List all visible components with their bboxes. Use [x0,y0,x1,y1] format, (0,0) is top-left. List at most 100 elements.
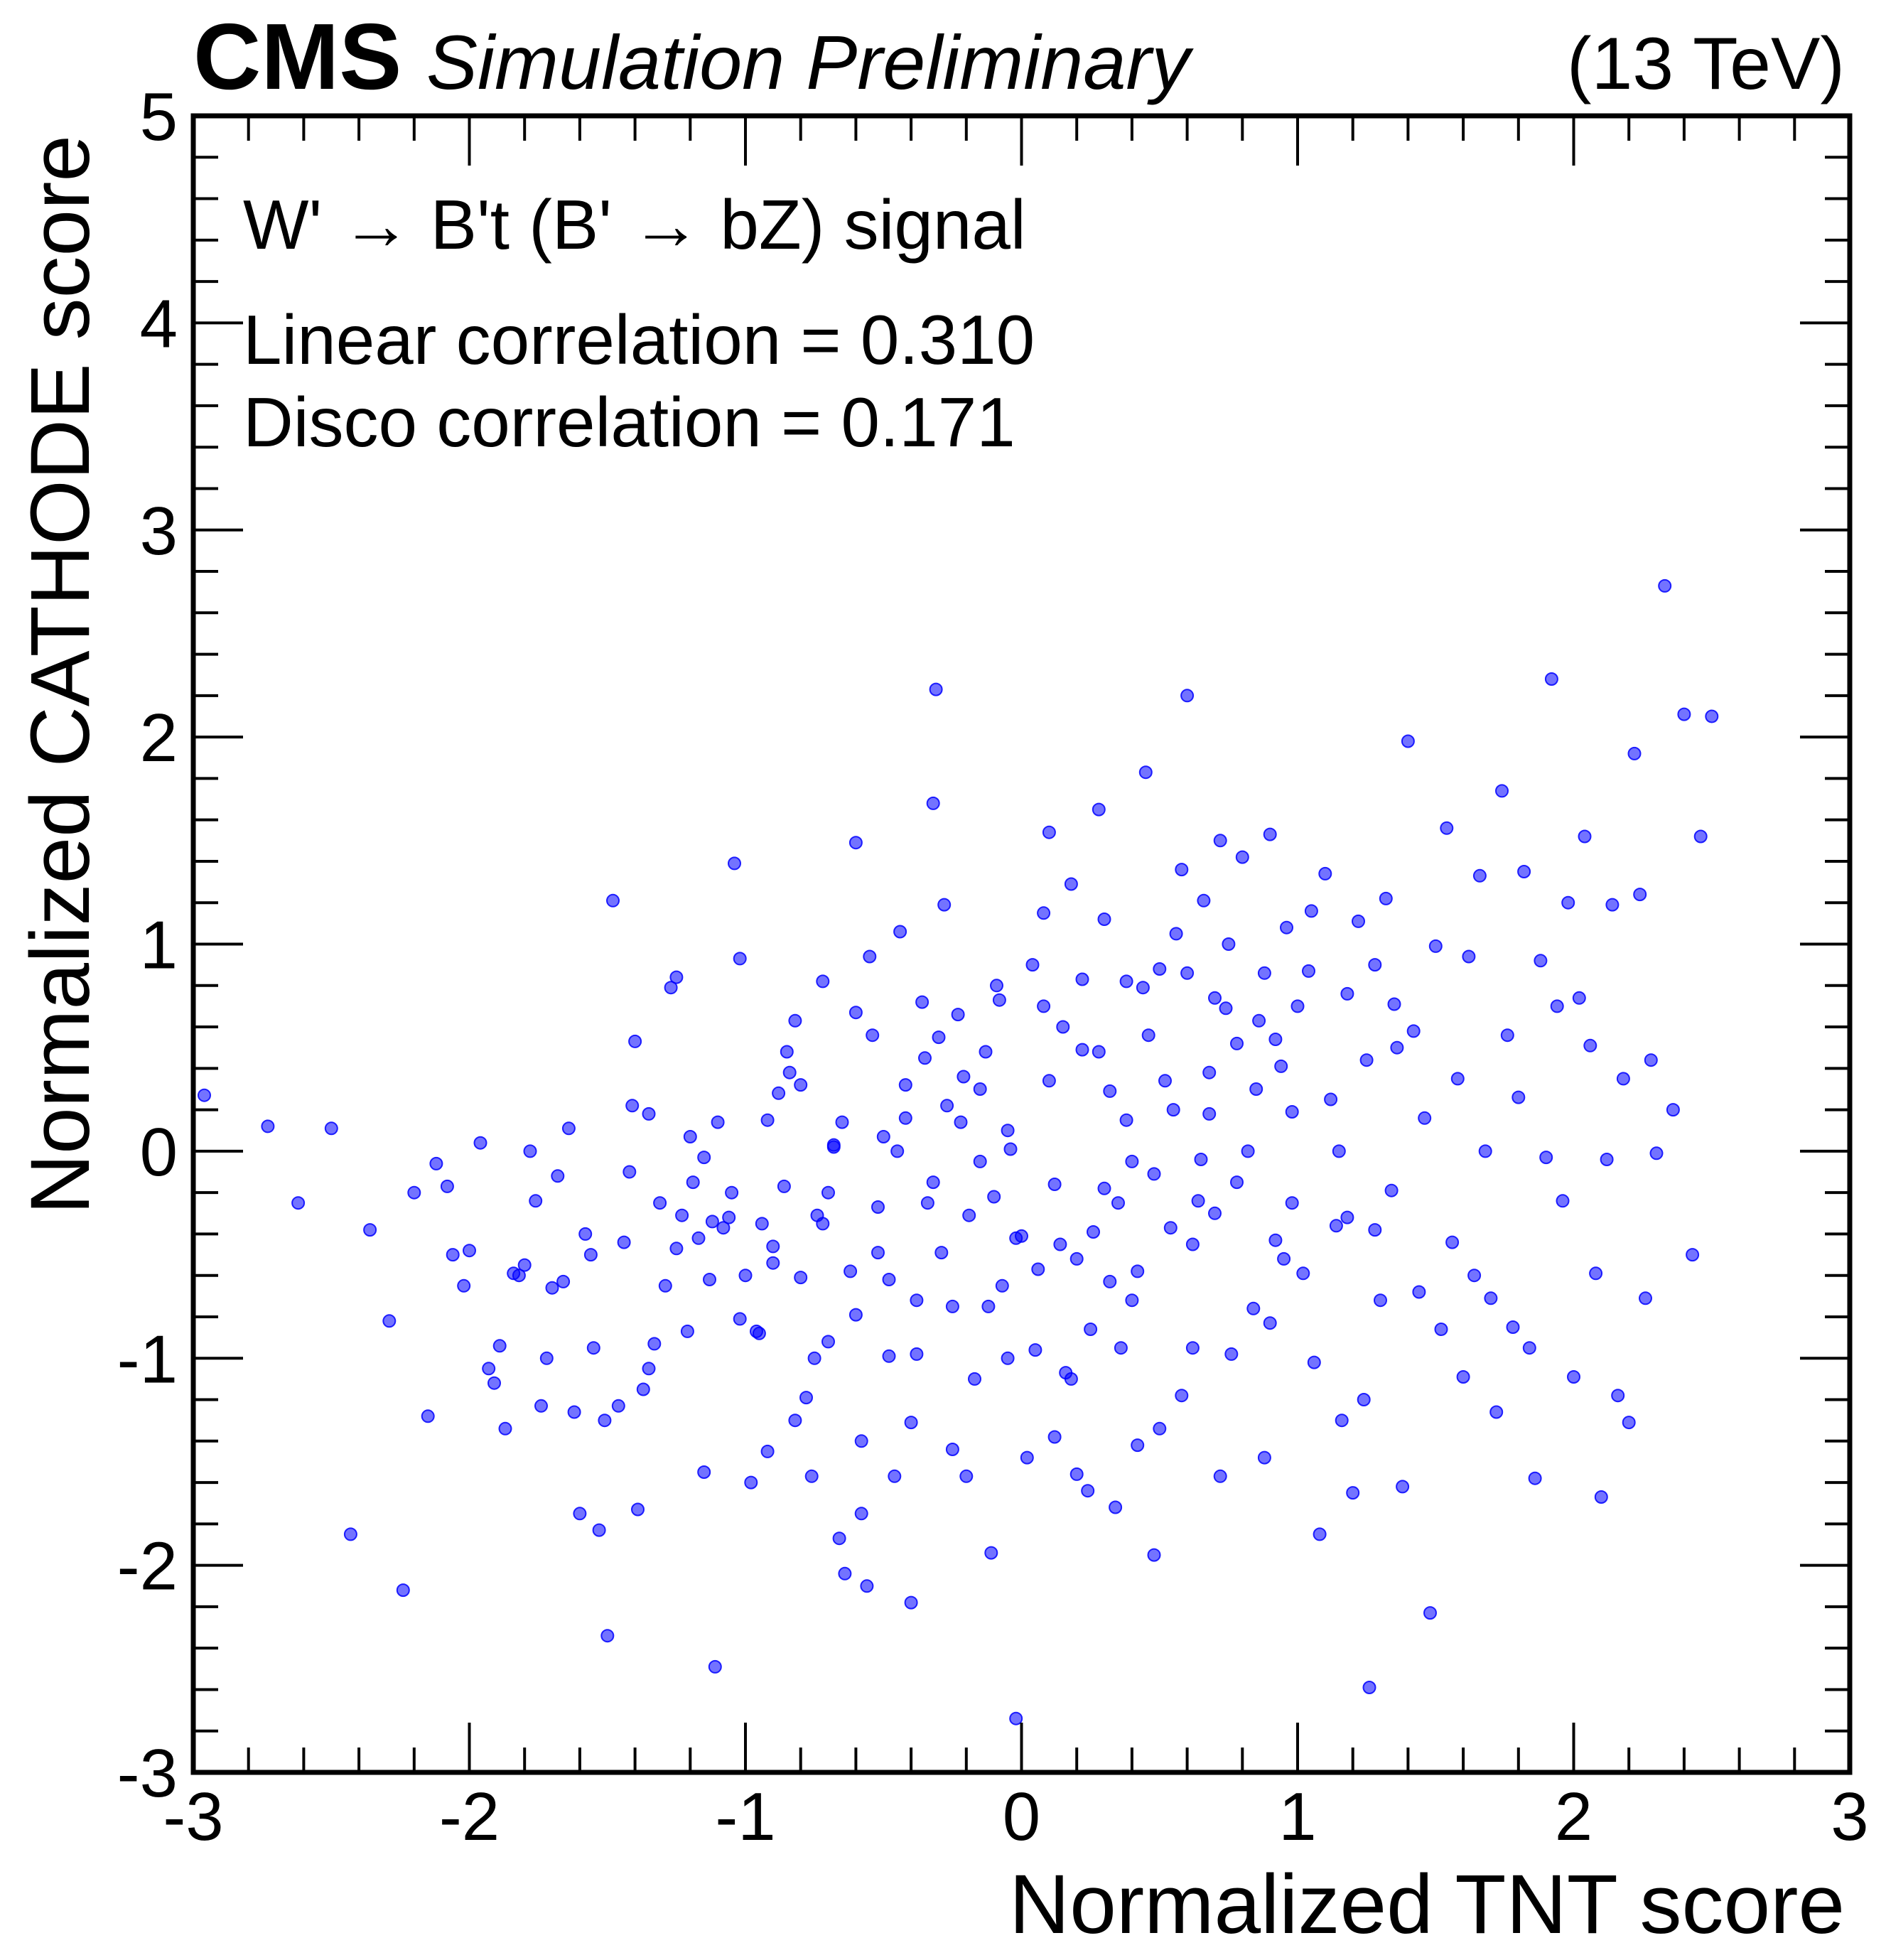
data-point [697,1465,711,1479]
data-point [1197,893,1211,908]
data-point [926,1175,940,1190]
data-point [1362,1681,1376,1694]
data-point [567,1405,581,1419]
data-point [987,1190,1001,1204]
data-point [1131,1264,1145,1278]
data-point [1434,1323,1448,1336]
data-point [1387,997,1401,1011]
data-point [816,1217,830,1231]
data-point [932,1030,946,1045]
data-point [1175,1389,1189,1403]
data-point [1263,827,1277,841]
data-point [396,1583,410,1598]
y-tick-label: 2 [140,700,178,776]
data-point [1092,802,1106,817]
data-point [708,1659,722,1674]
data-point [992,993,1006,1007]
data-point [1125,1293,1139,1308]
data-point [1556,1194,1570,1208]
data-point [1202,1065,1217,1079]
data-point [760,1444,775,1458]
x-tick-label: 3 [1831,1779,1868,1855]
data-point [1280,920,1293,935]
x-tick-label: 2 [1555,1779,1593,1855]
data-point [821,1335,835,1349]
data-point [844,1264,858,1278]
data-point [1611,1389,1625,1403]
energy-label: (13 TeV) [1567,23,1845,105]
data-point [968,1372,981,1386]
data-point [1069,1251,1084,1266]
data-point [725,1185,739,1200]
data-point [1153,1421,1167,1436]
data-point [1103,1274,1117,1288]
data-point [788,1414,802,1428]
data-point [1368,958,1382,972]
data-point [1290,999,1305,1013]
data-point [669,970,684,984]
data-point [1561,895,1575,910]
data-point [1263,1316,1277,1330]
data-point [1092,1045,1106,1059]
y-tick-label: 4 [140,286,178,362]
data-point [1208,1206,1222,1220]
data-point [1241,1144,1255,1158]
data-point [561,1121,576,1136]
data-point [1335,1414,1349,1428]
data-point [744,1475,758,1490]
data-point [1517,865,1531,878]
data-point [1081,1484,1095,1498]
data-point [1304,904,1318,918]
data-point [1001,1124,1015,1138]
data-point [1114,1341,1128,1355]
data-point [1249,1082,1263,1096]
data-point [826,1138,841,1152]
data-point [324,1121,338,1136]
data-point [804,1469,819,1483]
status-label: Simulation Preliminary [426,19,1194,105]
data-point [1257,966,1271,980]
data-point [1075,972,1089,986]
data-point [523,1144,537,1158]
data-point [703,1273,716,1286]
data-point [1274,1059,1288,1073]
data-point [832,1531,846,1546]
data-point [910,1347,924,1361]
data-point [752,1326,766,1340]
data-point [1467,1269,1482,1283]
data-point [343,1527,357,1541]
data-point [984,1546,998,1560]
data-point [904,1595,918,1610]
data-point [1185,1341,1200,1355]
data-point [838,1566,852,1581]
y-tick-label: 1 [140,908,178,984]
data-point [1097,912,1111,926]
data-point [990,979,1003,993]
data-point [529,1194,543,1208]
data-point [1009,1231,1023,1245]
data-point [772,1086,786,1100]
data-point [863,949,877,964]
data-point [788,1013,802,1028]
data-point [1428,939,1443,953]
data-point [1084,1323,1098,1336]
y-axis-label: Normalized CATHODE score [14,135,107,1215]
y-tick-label: -1 [117,1321,178,1397]
data-point [1213,1469,1227,1483]
data-point [1379,891,1393,905]
data-point [675,1208,689,1222]
data-point [625,1099,640,1113]
figure-header: CMS Simulation Preliminary (13 TeV) [193,4,1845,109]
data-point [1194,1153,1208,1166]
data-point [945,1299,959,1313]
data-point [487,1376,501,1390]
data-point [446,1248,460,1262]
data-point [556,1274,571,1288]
data-point [1147,1548,1161,1562]
data-point [1550,999,1564,1013]
data-point [1539,1151,1553,1165]
y-tick-label: 5 [140,79,178,155]
data-point [1131,1438,1145,1453]
data-point [1500,1028,1514,1043]
data-point [407,1185,421,1200]
